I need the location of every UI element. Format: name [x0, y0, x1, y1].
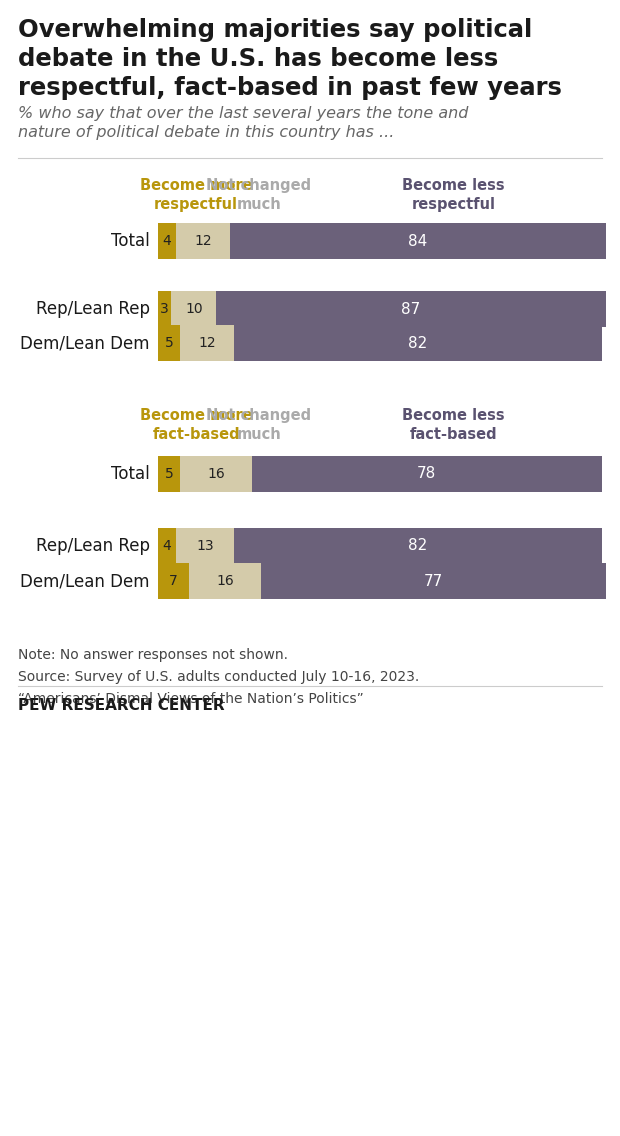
- Text: “Americans’ Dismal Views of the Nation’s Politics”: “Americans’ Dismal Views of the Nation’s…: [18, 692, 364, 705]
- Text: Become more
fact-based: Become more fact-based: [140, 408, 252, 442]
- Text: % who say that over the last several years the tone and
nature of political deba: % who say that over the last several yea…: [18, 106, 468, 140]
- Bar: [216, 291, 606, 327]
- Text: 77: 77: [424, 574, 443, 588]
- Text: 82: 82: [408, 538, 427, 553]
- Bar: [189, 563, 261, 599]
- Bar: [158, 456, 180, 492]
- Text: Rep/Lean Rep: Rep/Lean Rep: [36, 537, 150, 556]
- Bar: [158, 563, 189, 599]
- Bar: [158, 291, 172, 327]
- Text: PEW RESEARCH CENTER: PEW RESEARCH CENTER: [18, 698, 224, 713]
- Text: Source: Survey of U.S. adults conducted July 10-16, 2023.: Source: Survey of U.S. adults conducted …: [18, 670, 419, 684]
- Text: 16: 16: [207, 467, 225, 481]
- Text: Not changed
much: Not changed much: [206, 178, 311, 211]
- Bar: [172, 291, 216, 327]
- Bar: [158, 528, 176, 563]
- Text: Total: Total: [111, 465, 150, 483]
- Bar: [234, 325, 601, 361]
- Bar: [158, 223, 176, 259]
- Text: 16: 16: [216, 574, 234, 588]
- Text: Not changed
much: Not changed much: [206, 408, 311, 442]
- Text: Dem/Lean Dem: Dem/Lean Dem: [20, 334, 150, 352]
- Bar: [180, 325, 234, 361]
- Bar: [180, 456, 252, 492]
- Text: Note: No answer responses not shown.: Note: No answer responses not shown.: [18, 648, 288, 662]
- Text: 10: 10: [185, 302, 203, 316]
- Text: 84: 84: [408, 234, 427, 249]
- Text: 5: 5: [165, 467, 174, 481]
- Text: Overwhelming majorities say political
debate in the U.S. has become less
respect: Overwhelming majorities say political de…: [18, 18, 562, 100]
- Text: Become less
respectful: Become less respectful: [402, 178, 505, 211]
- Text: Become more
respectful: Become more respectful: [140, 178, 252, 211]
- Text: 87: 87: [402, 301, 421, 317]
- Text: Become less
fact-based: Become less fact-based: [402, 408, 505, 442]
- Text: 7: 7: [169, 574, 178, 588]
- Text: Dem/Lean Dem: Dem/Lean Dem: [20, 573, 150, 590]
- Bar: [158, 325, 180, 361]
- Text: 13: 13: [196, 538, 214, 553]
- Bar: [229, 223, 606, 259]
- Bar: [176, 528, 234, 563]
- Bar: [252, 456, 601, 492]
- Text: 3: 3: [161, 302, 169, 316]
- Text: 78: 78: [417, 467, 436, 482]
- Text: 82: 82: [408, 335, 427, 351]
- Text: 5: 5: [165, 336, 174, 350]
- Text: 4: 4: [162, 234, 171, 248]
- Bar: [176, 223, 229, 259]
- Text: Total: Total: [111, 232, 150, 250]
- Bar: [261, 563, 606, 599]
- Bar: [234, 528, 601, 563]
- Text: 12: 12: [198, 336, 216, 350]
- Text: 12: 12: [194, 234, 211, 248]
- Text: Rep/Lean Rep: Rep/Lean Rep: [36, 300, 150, 318]
- Text: 4: 4: [162, 538, 171, 553]
